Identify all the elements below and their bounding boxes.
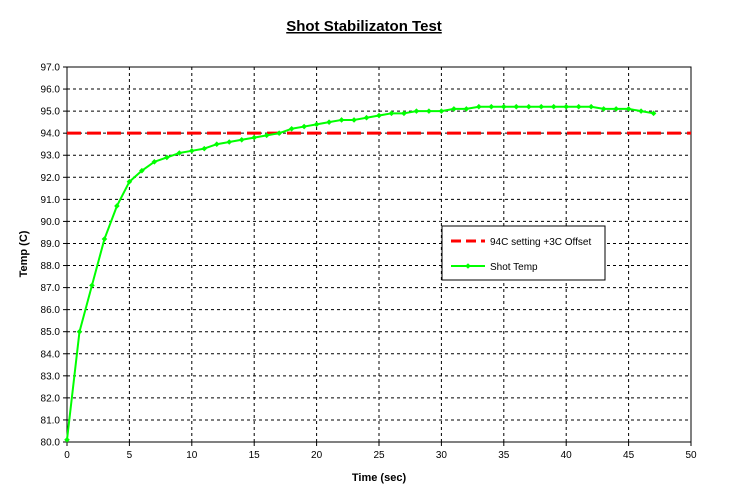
x-tick-label: 0 xyxy=(64,450,70,461)
data-point xyxy=(139,167,145,174)
data-point xyxy=(426,108,432,114)
data-point xyxy=(476,103,482,110)
data-point xyxy=(501,103,507,110)
x-tick-label: 15 xyxy=(249,450,261,461)
x-tick-label: 25 xyxy=(373,450,385,461)
data-point xyxy=(76,328,83,335)
data-point xyxy=(89,282,95,289)
x-tick-label: 45 xyxy=(623,450,635,461)
x-tick-label: 40 xyxy=(561,450,573,461)
y-tick-label: 90.0 xyxy=(41,217,61,228)
legend-marker-shot-temp xyxy=(465,263,471,269)
data-point xyxy=(276,130,282,136)
data-point xyxy=(575,103,582,110)
data-point xyxy=(238,136,245,143)
data-point xyxy=(538,103,545,110)
legend-box xyxy=(441,225,606,281)
data-point xyxy=(600,106,607,112)
y-tick-label: 94.0 xyxy=(41,129,61,140)
y-tick-label: 91.0 xyxy=(41,195,61,206)
y-tick-label: 85.0 xyxy=(41,327,61,338)
x-tick-label: 5 xyxy=(127,450,133,461)
data-point xyxy=(151,159,158,165)
data-point xyxy=(525,103,532,110)
x-tick-label: 30 xyxy=(436,450,448,461)
y-tick-label: 84.0 xyxy=(41,349,61,360)
legend-label-offset: 94C setting +3C Offset xyxy=(490,237,591,248)
y-tick-label: 87.0 xyxy=(41,283,61,294)
y-axis-title: Temp (C) xyxy=(18,230,30,277)
data-point xyxy=(363,114,370,121)
y-tick-label: 81.0 xyxy=(41,415,61,426)
data-point xyxy=(301,123,307,130)
data-point xyxy=(226,139,233,145)
plot-border xyxy=(66,66,692,443)
series-layer xyxy=(64,103,691,443)
data-point xyxy=(513,103,520,110)
y-tick-label: 86.0 xyxy=(41,305,61,316)
data-point xyxy=(588,103,594,110)
x-tick-label: 20 xyxy=(311,450,323,461)
data-point xyxy=(114,203,120,209)
y-tick-label: 97.0 xyxy=(41,63,61,74)
data-point xyxy=(438,108,445,114)
data-point xyxy=(263,132,270,139)
data-point xyxy=(613,106,619,112)
x-tick-label: 50 xyxy=(685,450,697,461)
data-point xyxy=(64,436,70,443)
data-point xyxy=(401,110,407,117)
data-point xyxy=(126,178,133,185)
y-tick-label: 89.0 xyxy=(41,239,61,250)
y-tick-label: 95.0 xyxy=(41,107,61,118)
data-point xyxy=(213,141,220,148)
data-point xyxy=(563,103,569,110)
y-tick-label: 88.0 xyxy=(41,261,61,272)
data-point xyxy=(338,117,345,123)
data-point xyxy=(176,150,183,156)
data-point xyxy=(451,106,457,112)
data-point xyxy=(189,148,195,154)
legend: 94C setting +3C Offset Shot Temp xyxy=(441,225,606,281)
data-point xyxy=(638,108,644,114)
data-point xyxy=(388,110,395,117)
data-point xyxy=(251,134,257,141)
data-point xyxy=(376,112,382,119)
data-point xyxy=(101,236,108,242)
y-tick-label: 80.0 xyxy=(41,438,61,449)
tick-labels: 80.0 81.0 82.0 83.0 84.0 85.0 86.0 87.0 88.0 89.0… xyxy=(41,63,697,462)
data-point xyxy=(313,121,320,128)
x-tick-label: 10 xyxy=(186,450,198,461)
x-axis-title: Time (sec) xyxy=(352,472,407,484)
data-point xyxy=(550,103,557,110)
data-point xyxy=(650,110,657,117)
y-tick-label: 83.0 xyxy=(41,371,61,382)
data-point xyxy=(164,154,170,161)
y-tick-label: 92.0 xyxy=(41,173,61,184)
x-tick-label: 35 xyxy=(498,450,510,461)
y-tick-label: 96.0 xyxy=(41,85,61,96)
data-point xyxy=(326,119,332,125)
y-tick-label: 82.0 xyxy=(41,393,61,404)
chart-title: Shot Stabilizaton Test xyxy=(286,18,442,35)
data-point xyxy=(288,125,295,132)
data-point xyxy=(463,106,470,112)
data-point xyxy=(488,103,495,110)
data-point xyxy=(201,145,208,152)
y-tick-label: 93.0 xyxy=(41,151,61,162)
data-point xyxy=(413,108,420,114)
data-point xyxy=(351,117,357,123)
legend-label-shot-temp: Shot Temp xyxy=(490,262,538,273)
data-point xyxy=(625,106,632,112)
